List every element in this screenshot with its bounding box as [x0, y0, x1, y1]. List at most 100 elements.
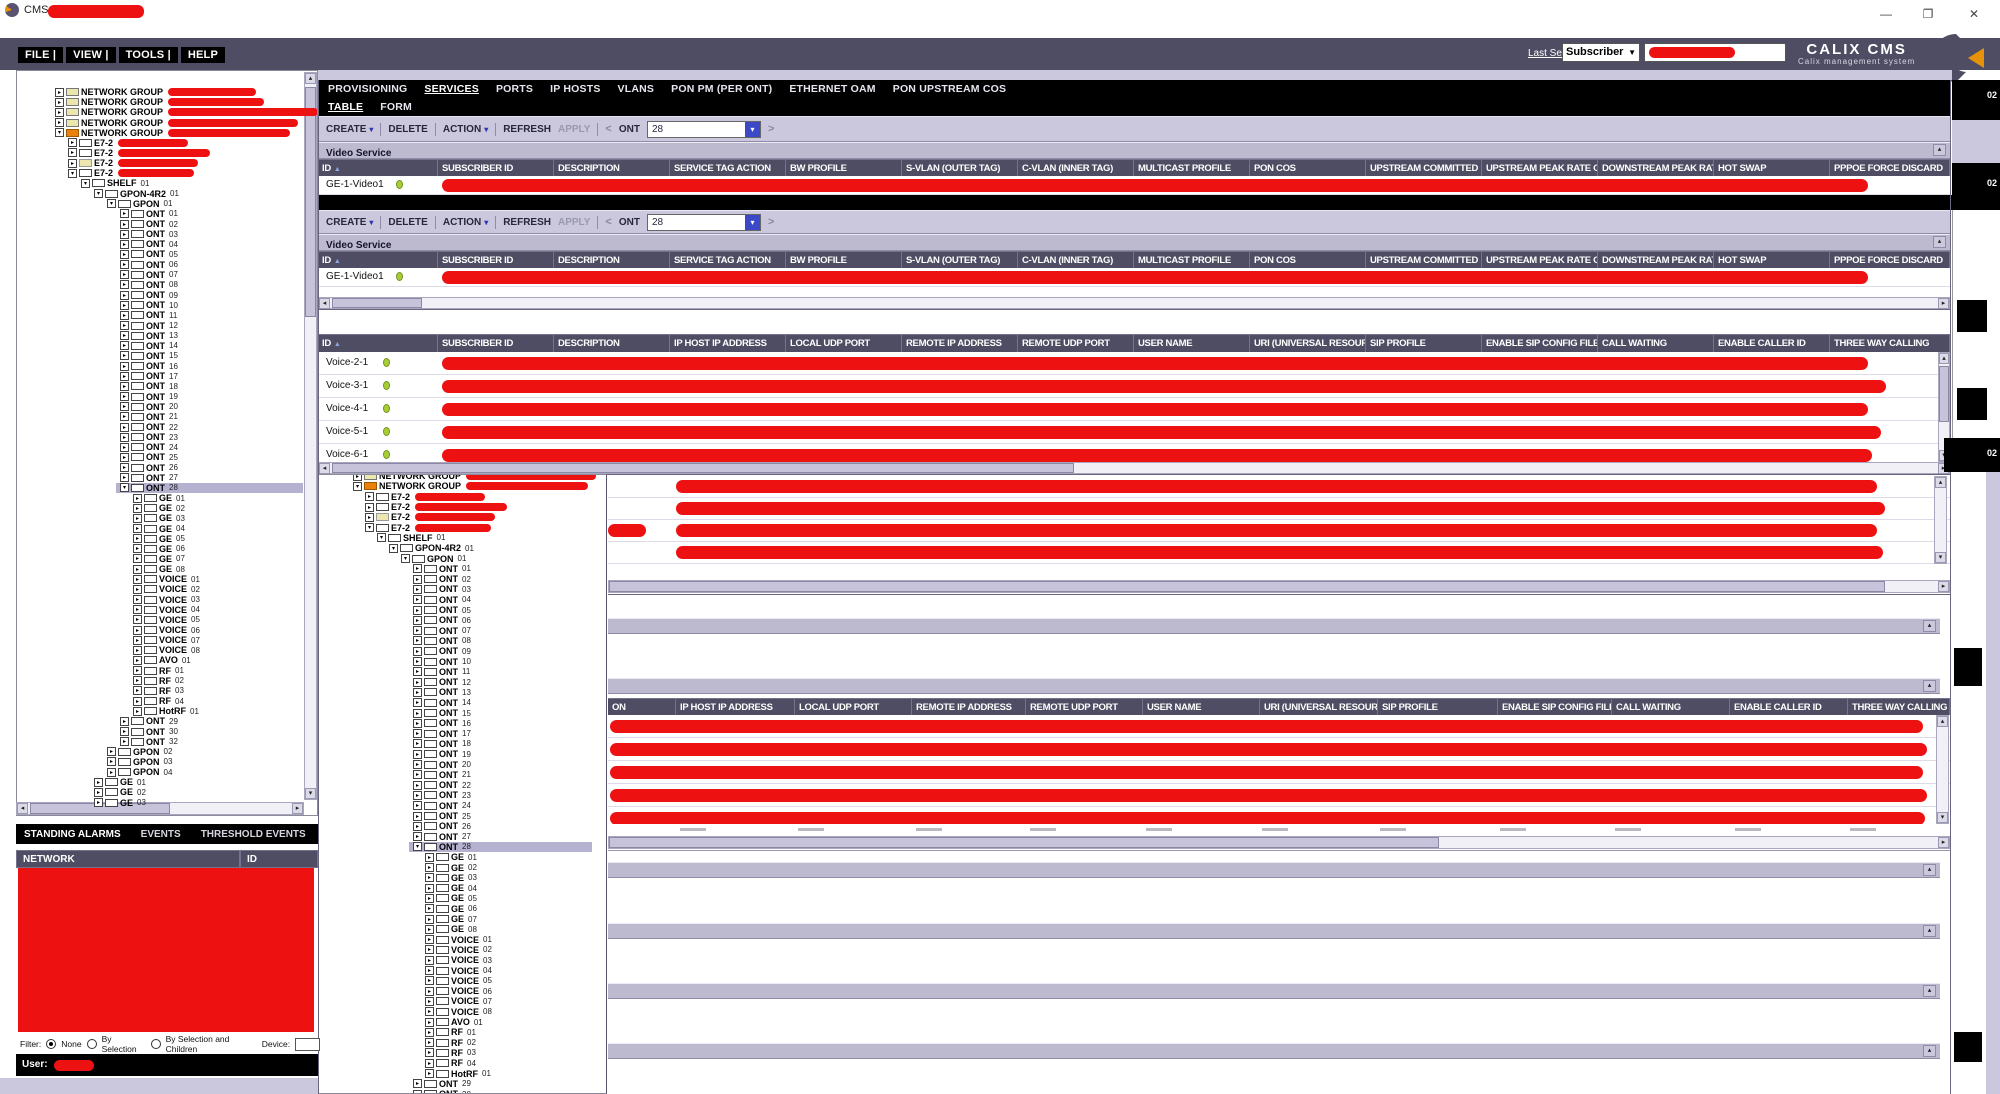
- expand-toggle-icon[interactable]: ▸: [120, 260, 129, 270]
- tree-item-ge-02[interactable]: ▸ GE 02: [425, 862, 477, 873]
- expand-toggle-icon[interactable]: ▸: [68, 148, 77, 158]
- tree-item-ge-07[interactable]: ▸ GE 07: [133, 554, 185, 564]
- tree-item-ont-25[interactable]: ▸ ONT 25: [120, 452, 178, 462]
- column-header-c-vlan-inner-tag[interactable]: C-VLAN (INNER TAG): [1018, 251, 1134, 268]
- collapse-toggle-icon[interactable]: ▾: [365, 523, 374, 533]
- tree-item-rf-02[interactable]: ▸ RF 02: [425, 1038, 476, 1048]
- tree-item-ont-28[interactable]: ▾ ONT 28: [413, 842, 471, 852]
- alarm-tab-events[interactable]: EVENTS: [140, 828, 181, 840]
- expand-toggle-icon[interactable]: ▸: [425, 1058, 434, 1068]
- column-header-local-udp-port[interactable]: LOCAL UDP PORT: [795, 698, 912, 715]
- tree-item-ge-01[interactable]: ▸ GE 01: [425, 852, 477, 862]
- tree-item-ont-15[interactable]: ▸ ONT 15: [413, 708, 471, 718]
- column-header-bw-profile[interactable]: BW PROFILE: [786, 251, 902, 268]
- column-header-s-vlan-outer-tag[interactable]: S-VLAN (OUTER TAG): [902, 251, 1018, 268]
- menu-view[interactable]: VIEW |: [66, 47, 116, 63]
- tree-item-ont-18[interactable]: ▸ ONT 18: [413, 739, 471, 749]
- tree-item-ont-19[interactable]: ▸ ONT 19: [413, 749, 471, 759]
- expand-toggle-icon[interactable]: ▸: [107, 747, 116, 757]
- collapse-toggle-icon[interactable]: ▾: [68, 168, 77, 178]
- tree-item-ont-27[interactable]: ▸ ONT 27: [120, 473, 178, 483]
- tree-item-ont-14[interactable]: ▸ ONT 14: [120, 341, 178, 351]
- column-header-id[interactable]: ID: [240, 850, 318, 868]
- action-dropdown-icon[interactable]: ▾: [484, 217, 489, 227]
- tab-provisioning[interactable]: PROVISIONING: [328, 83, 408, 95]
- tree-item-ont-06[interactable]: ▸ ONT 06: [413, 615, 471, 625]
- tree-item-voice-02[interactable]: ▸ VOICE 02: [133, 584, 200, 594]
- expand-toggle-icon[interactable]: ▸: [365, 512, 374, 522]
- expand-toggle-icon[interactable]: ▸: [133, 564, 142, 574]
- tree-item-network-group[interactable]: ▸ NETWORK GROUP: [55, 87, 256, 97]
- tree-item-gpon-02[interactable]: ▸ GPON 02: [107, 747, 172, 757]
- refresh-button[interactable]: REFRESH: [503, 216, 551, 228]
- tree-item-network-group[interactable]: ▸ NETWORK GROUP: [55, 107, 317, 117]
- column-header-upstream-committed-ra[interactable]: UPSTREAM COMMITTED RA: [1366, 159, 1482, 176]
- tree-item-ge-01[interactable]: ▸ GE 01: [133, 493, 185, 503]
- tree-item-ont-18[interactable]: ▸ ONT 18: [120, 381, 178, 391]
- expand-toggle-icon[interactable]: ▸: [120, 341, 129, 351]
- tree-item-ge-06[interactable]: ▸ GE 06: [133, 544, 185, 554]
- last-search-link[interactable]: Last Search: [1528, 48, 1582, 59]
- expand-toggle-icon[interactable]: ▸: [133, 544, 142, 554]
- tree-item-ont-06[interactable]: ▸ ONT 06: [120, 260, 178, 270]
- collapse-section-button[interactable]: ▴: [1923, 864, 1936, 876]
- search-input[interactable]: [1644, 43, 1786, 62]
- view-tab-table[interactable]: TABLE: [328, 101, 364, 113]
- tree-item-ont-16[interactable]: ▸ ONT 16: [413, 718, 471, 728]
- refresh-button[interactable]: REFRESH: [503, 123, 551, 135]
- expand-toggle-icon[interactable]: ▸: [120, 351, 129, 361]
- collapse-section-button[interactable]: ▴: [1923, 620, 1936, 632]
- table-row[interactable]: [608, 761, 1950, 784]
- tree-item-ont-11[interactable]: ▸ ONT 11: [413, 667, 470, 677]
- horizontal-scrollbar[interactable]: ▸: [608, 836, 1950, 849]
- minimize-button[interactable]: —: [1880, 7, 1892, 21]
- column-header-description[interactable]: DESCRIPTION: [554, 251, 670, 268]
- expand-toggle-icon[interactable]: ▸: [120, 422, 129, 432]
- view-tab-form[interactable]: FORM: [380, 101, 412, 113]
- scroll-left-icon[interactable]: ◂: [319, 463, 330, 474]
- expand-toggle-icon[interactable]: ▸: [120, 239, 129, 249]
- tree-item-ont-07[interactable]: ▸ ONT 07: [413, 626, 471, 636]
- expand-toggle-icon[interactable]: ▸: [353, 475, 362, 481]
- expand-toggle-icon[interactable]: ▸: [120, 270, 129, 280]
- expand-toggle-icon[interactable]: ▸: [413, 729, 422, 739]
- expand-toggle-icon[interactable]: ▸: [413, 564, 422, 574]
- column-header-id[interactable]: ID ▲: [318, 159, 438, 176]
- tree-item-ont-08[interactable]: ▸ ONT 08: [413, 636, 471, 646]
- collapse-section-button[interactable]: ▴: [1923, 925, 1936, 937]
- expand-toggle-icon[interactable]: ▸: [413, 770, 422, 780]
- expand-toggle-icon[interactable]: ▸: [425, 1007, 434, 1017]
- column-header-remote-udp-port[interactable]: REMOTE UDP PORT: [1018, 334, 1134, 352]
- tree-item-ont-21[interactable]: ▸ ONT 21: [413, 770, 471, 780]
- expand-toggle-icon[interactable]: ▸: [120, 392, 129, 402]
- table-row-voice-6-1[interactable]: Voice-6-1: [318, 444, 1950, 462]
- create-button[interactable]: CREATE: [326, 216, 367, 228]
- table-row[interactable]: [608, 807, 1950, 824]
- column-header-id[interactable]: ID ▲: [318, 251, 438, 268]
- tree-item-ge-04[interactable]: ▸ GE 04: [133, 523, 185, 534]
- tree-item-ont-29[interactable]: ▸ ONT 29: [413, 1079, 471, 1089]
- tree-item-voice-03[interactable]: ▸ VOICE 03: [133, 595, 200, 605]
- expand-toggle-icon[interactable]: ▸: [133, 605, 142, 615]
- tree-item-e7-2[interactable]: ▸ E7-2: [365, 512, 496, 522]
- expand-toggle-icon[interactable]: ▸: [133, 615, 142, 625]
- column-header-sip-profile[interactable]: SIP PROFILE: [1366, 334, 1482, 352]
- tree-item-e7-2[interactable]: ▾ E7-2: [68, 168, 195, 178]
- action-button[interactable]: ACTION: [442, 216, 482, 228]
- tree-item-voice-06[interactable]: ▸ VOICE 06: [133, 625, 200, 635]
- expand-toggle-icon[interactable]: ▸: [120, 290, 129, 300]
- tree-item-avo-01[interactable]: ▸ AVO 01: [425, 1017, 483, 1027]
- expand-toggle-icon[interactable]: ▸: [425, 852, 434, 862]
- expand-toggle-icon[interactable]: ▸: [425, 996, 434, 1006]
- tree-item-ont-26[interactable]: ▸ ONT 26: [120, 463, 178, 473]
- expand-toggle-icon[interactable]: ▸: [120, 402, 129, 412]
- tree-item-ge-03[interactable]: ▸ GE 03: [94, 798, 146, 808]
- expand-toggle-icon[interactable]: ▸: [425, 935, 434, 945]
- scroll-up-icon[interactable]: ▴: [1937, 716, 1948, 727]
- expand-toggle-icon[interactable]: ▸: [413, 780, 422, 790]
- scroll-down-icon[interactable]: ▾: [1935, 552, 1946, 563]
- column-header-upstream-peak-rate-ove[interactable]: UPSTREAM PEAK RATE OVE: [1482, 159, 1598, 176]
- expand-toggle-icon[interactable]: ▸: [133, 625, 142, 635]
- tree-item-network-group[interactable]: ▸ NETWORK GROUP: [55, 97, 264, 107]
- prev-ont-button[interactable]: <: [605, 216, 612, 228]
